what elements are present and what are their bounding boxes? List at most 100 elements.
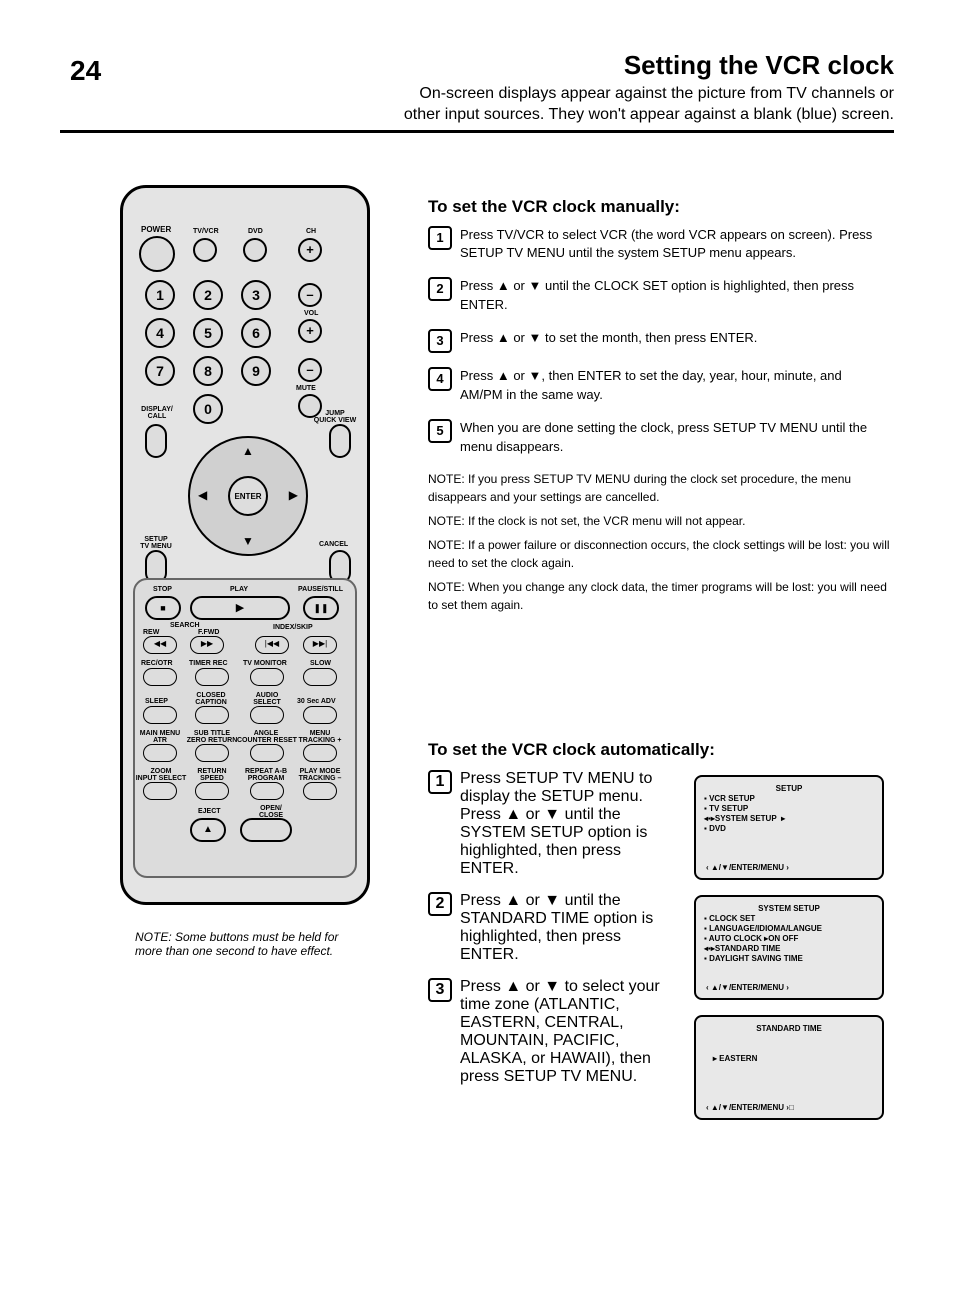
cancel-label: CANCEL — [319, 541, 348, 548]
zoom-button[interactable] — [143, 782, 177, 800]
sleep-button[interactable] — [143, 706, 177, 724]
num-6[interactable]: 6 — [241, 318, 271, 348]
playmode-label: PLAY MODE TRACKING – — [293, 768, 347, 783]
section2-heading: To set the VCR clock automatically: — [428, 740, 894, 760]
display-button[interactable] — [145, 424, 167, 458]
note-2: NOTE: If the clock is not set, the VCR m… — [428, 512, 894, 530]
remote-caption: NOTE: Some buttons must be held for more… — [135, 930, 365, 958]
menu-button[interactable] — [303, 744, 337, 762]
num-0[interactable]: 0 — [193, 394, 223, 424]
stop-button[interactable]: ■ — [145, 596, 181, 620]
num-3[interactable]: 3 — [241, 280, 271, 310]
menu-standard-time: STANDARD TIME ▸ EASTERN ‹ ▲/▼/ENTER/MENU… — [694, 1015, 884, 1120]
vol-label: VOL — [304, 310, 318, 317]
s2-step1-body: Press SETUP TV MENU to display the SETUP… — [460, 770, 670, 878]
cc-label: CLOSED CAPTION — [191, 692, 231, 707]
skip-fwd-button[interactable]: ▶▶| — [303, 636, 337, 654]
ch-down-button[interactable]: – — [298, 283, 322, 307]
ch-up-button[interactable]: + — [298, 238, 322, 262]
rec-button[interactable] — [143, 668, 177, 686]
step2-body: Press ▲ or ▼ until the CLOCK SET option … — [460, 277, 886, 315]
enter-button[interactable]: ENTER — [228, 476, 268, 516]
menu-label: MENU TRACKING + — [295, 730, 345, 745]
jump-button[interactable] — [329, 424, 351, 458]
num-8[interactable]: 8 — [193, 356, 223, 386]
vol-down-button[interactable]: – — [298, 358, 322, 382]
timer-button[interactable] — [195, 668, 229, 686]
power-label: POWER — [141, 226, 171, 234]
num-7[interactable]: 7 — [145, 356, 175, 386]
step-number-5: 5 — [428, 419, 452, 443]
num-1[interactable]: 1 — [145, 280, 175, 310]
num-2[interactable]: 2 — [193, 280, 223, 310]
slow-button[interactable] — [303, 668, 337, 686]
return-button[interactable] — [195, 782, 229, 800]
subtitle-label: SUB TITLE ZERO RETURN — [185, 730, 239, 745]
repeat-button[interactable] — [250, 782, 284, 800]
menu-system-setup: SYSTEM SETUP ▪ CLOCK SET ▪ LANGUAGE/IDIO… — [694, 895, 884, 1000]
tvmon-label: TV MONITOR — [243, 660, 287, 667]
repeat-label: REPEAT A-B PROGRAM — [239, 768, 293, 783]
s2-step3-num: 3 — [428, 978, 452, 1002]
ffwd-button[interactable]: ▶▶ — [190, 636, 224, 654]
note-1: NOTE: If you press SETUP TV MENU during … — [428, 470, 894, 506]
step1-body: Press TV/VCR to select VCR (the word VCR… — [460, 226, 886, 264]
tvvcr-button[interactable] — [193, 238, 217, 262]
lower-panel: STOP PLAY PAUSE/STILL ■ ▶ ❚❚ SEARCH REW … — [133, 578, 357, 878]
search-label: SEARCH — [170, 622, 200, 629]
nav-down-icon[interactable]: ▼ — [242, 534, 254, 548]
num-9[interactable]: 9 — [241, 356, 271, 386]
sleep-label: SLEEP — [145, 698, 168, 705]
horizontal-rule — [60, 130, 894, 133]
note-4: NOTE: When you change any clock data, th… — [428, 578, 894, 614]
audio-button[interactable] — [250, 706, 284, 724]
mute-label: MUTE — [296, 385, 316, 392]
mainmenu-label: MAIN MENU ATR — [137, 730, 183, 745]
step-number-1: 1 — [428, 226, 452, 250]
subtitle-1: On-screen displays appear against the pi… — [404, 85, 894, 103]
audio-label: AUDIO SELECT — [247, 692, 287, 707]
angle-button[interactable] — [250, 744, 284, 762]
skip-back-button[interactable]: |◀◀ — [255, 636, 289, 654]
zoom-label: ZOOM INPUT SELECT — [135, 768, 187, 783]
power-button[interactable] — [139, 236, 175, 272]
menu-setup: SETUP ▪ VCR SETUP ▪ TV SETUP ◂▪▸SYSTEM S… — [694, 775, 884, 880]
mainmenu-button[interactable] — [143, 744, 177, 762]
subtitle-button[interactable] — [195, 744, 229, 762]
eject-label: EJECT — [198, 808, 221, 815]
play-button[interactable]: ▶ — [190, 596, 290, 620]
vol-up-button[interactable]: + — [298, 319, 322, 343]
s2-step1-num: 1 — [428, 770, 452, 794]
rew-button[interactable]: ◀◀ — [143, 636, 177, 654]
dvd-button[interactable] — [243, 238, 267, 262]
nav-left-icon[interactable]: ◀ — [198, 488, 207, 502]
section1-heading: To set the VCR clock manually: — [428, 195, 894, 220]
note-3: NOTE: If a power failure or disconnectio… — [428, 536, 894, 572]
tvvcr-label: TV/VCR — [193, 228, 219, 235]
adv-button[interactable] — [303, 706, 337, 724]
step-number-4: 4 — [428, 367, 452, 391]
nav-up-icon[interactable]: ▲ — [242, 444, 254, 458]
setup-label: SETUP TV MENU — [131, 536, 181, 550]
timer-label: TIMER REC — [189, 660, 228, 667]
stop-label: STOP — [153, 586, 172, 593]
step5-body: When you are done setting the clock, pre… — [460, 419, 886, 457]
tvmon-button[interactable] — [250, 668, 284, 686]
num-4[interactable]: 4 — [145, 318, 175, 348]
playmode-button[interactable] — [303, 782, 337, 800]
num-5[interactable]: 5 — [193, 318, 223, 348]
pause-label: PAUSE/STILL — [298, 586, 343, 593]
nav-ring: ▲ ▼ ◀ ▶ ENTER — [188, 436, 308, 556]
cc-button[interactable] — [195, 706, 229, 724]
play-label: PLAY — [230, 586, 248, 593]
jump-label: JUMP QUICK VIEW — [308, 410, 362, 424]
eject-button[interactable]: ▲ — [190, 818, 226, 842]
rec-label: REC/OTR — [141, 660, 173, 667]
display-label: DISPLAY/ CALL — [135, 406, 179, 420]
remote-illustration: POWER TV/VCR DVD CH + 1 2 3 – VOL 4 5 6 … — [120, 185, 370, 905]
pause-button[interactable]: ❚❚ — [303, 596, 339, 620]
ch-label: CH — [306, 228, 316, 235]
nav-right-icon[interactable]: ▶ — [289, 488, 298, 502]
return-label: RETURN SPEED — [189, 768, 235, 783]
open-close-button[interactable] — [240, 818, 292, 842]
